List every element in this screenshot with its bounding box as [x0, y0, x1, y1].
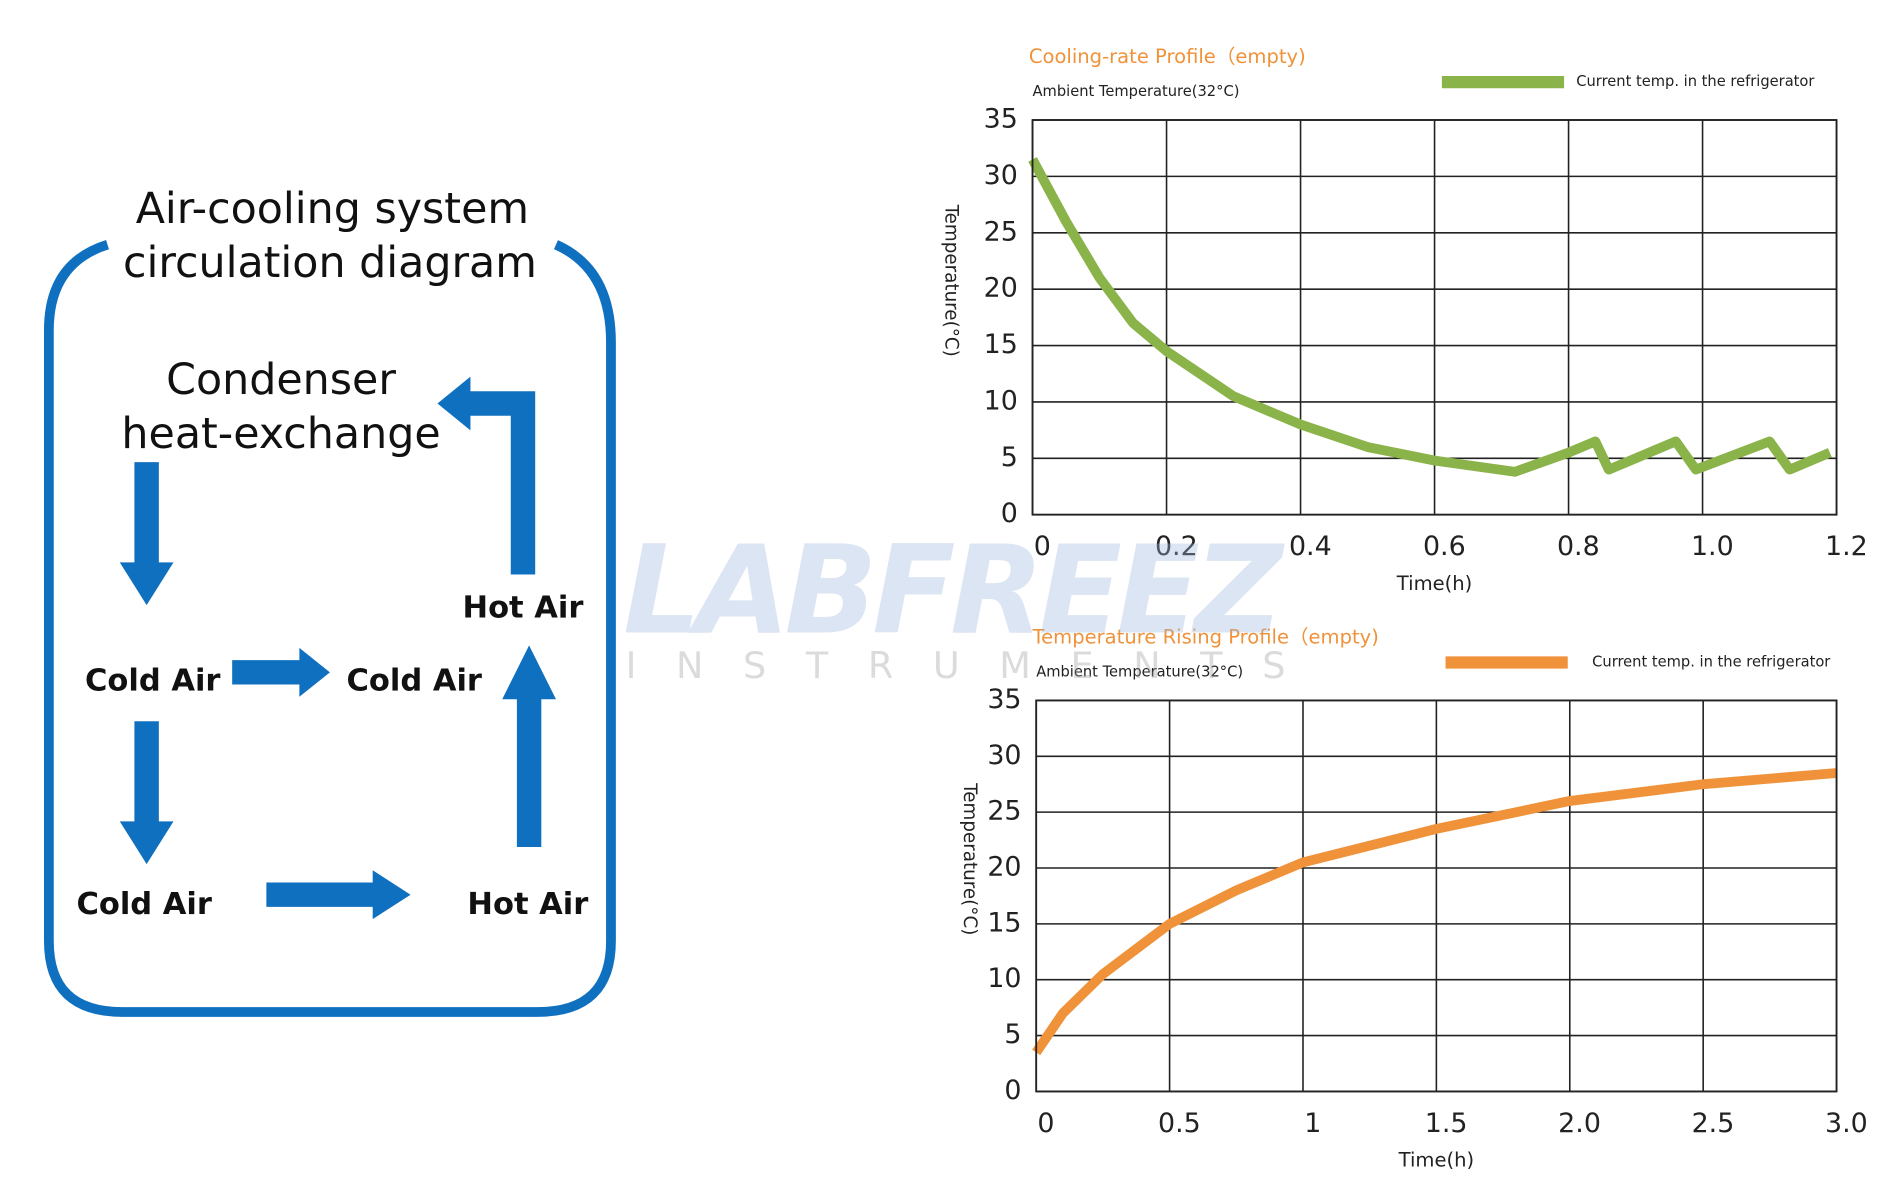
air-label: Hot Air [467, 887, 588, 922]
x-tick-label: 2.5 [1692, 1108, 1735, 1139]
x-tick-label: 1 [1304, 1108, 1321, 1139]
watermark: LABFREEZ INSTRUMENTS [623, 520, 1285, 687]
y-tick-label: 0 [1004, 1075, 1021, 1106]
arrow [232, 647, 330, 697]
chart-title: Cooling-rate Profile（empty) [1029, 45, 1306, 68]
x-tick-label: 0.8 [1557, 531, 1600, 562]
y-tick-label: 25 [984, 216, 1018, 247]
y-tick-label: 20 [987, 852, 1021, 883]
arrow [502, 645, 556, 848]
diagram-title: circulation diagram [123, 238, 537, 288]
y-tick-label: 35 [987, 684, 1021, 715]
plot-frame [1035, 699, 1838, 1093]
legend-label: Current temp. in the refrigerator [1576, 73, 1815, 90]
y-tick-label: 5 [1004, 1019, 1021, 1050]
x-axis-label: Time(h) [1396, 572, 1472, 595]
arrow [119, 462, 174, 606]
y-tick-label: 10 [984, 385, 1018, 416]
y-axis-label: Temperature(°C) [941, 204, 962, 357]
plot-frame [1031, 119, 1838, 516]
loop-frame [43, 239, 616, 1017]
diagram: Air-cooling system circulation diagram C… [43, 184, 616, 1017]
condenser-label: Condenser [166, 355, 396, 405]
x-tick-label: 1.5 [1425, 1108, 1468, 1139]
y-tick-label: 30 [984, 160, 1018, 191]
arrow [119, 721, 174, 865]
x-tick-label: 0 [1037, 1108, 1054, 1139]
x-tick-label: 0.5 [1158, 1108, 1201, 1139]
condenser-label: heat-exchange [121, 409, 440, 459]
arrow [266, 870, 411, 920]
x-tick-label: 0.2 [1155, 531, 1198, 562]
y-tick-label: 15 [987, 907, 1021, 938]
x-tick-label: 1.0 [1691, 531, 1734, 562]
y-tick-label: 15 [984, 329, 1018, 360]
x-tick-label: 1.2 [1825, 531, 1868, 562]
y-tick-label: 20 [984, 273, 1018, 304]
chart-subtitle: Ambient Temperature(32°C) [1036, 663, 1243, 680]
y-axis-label: Temperature(°C) [959, 782, 980, 935]
x-tick-label: 3.0 [1825, 1108, 1868, 1139]
x-tick-label: 0.6 [1423, 531, 1466, 562]
arrow [437, 376, 536, 575]
watermark-brand: LABFREEZ [623, 520, 1285, 662]
y-tick-label: 10 [987, 963, 1021, 994]
x-axis-label: Time(h) [1398, 1149, 1474, 1172]
chart-subtitle: Ambient Temperature(32°C) [1033, 83, 1240, 100]
y-tick-label: 30 [987, 740, 1021, 771]
y-tick-label: 5 [1001, 442, 1018, 473]
charts: Cooling-rate Profile（empty) Ambient Tempe… [941, 45, 1868, 1171]
y-tick-label: 0 [1001, 498, 1018, 529]
air-label: Cold Air [346, 664, 481, 699]
air-label: Hot Air [463, 590, 584, 625]
x-tick-label: 0 [1034, 531, 1051, 562]
air-label: Cold Air [76, 887, 211, 922]
x-tick-label: 2.0 [1558, 1108, 1601, 1139]
air-label: Cold Air [85, 664, 220, 699]
diagram-title: Air-cooling system [136, 184, 529, 234]
data-line [1032, 768, 1837, 1056]
chart-title: Temperature Rising Profile（empty) [1032, 626, 1379, 649]
legend-label: Current temp. in the refrigerator [1592, 654, 1831, 671]
y-tick-label: 35 [984, 104, 1018, 135]
y-tick-label: 25 [987, 796, 1021, 827]
x-tick-label: 0.4 [1289, 531, 1332, 562]
data-line [1028, 157, 1832, 477]
